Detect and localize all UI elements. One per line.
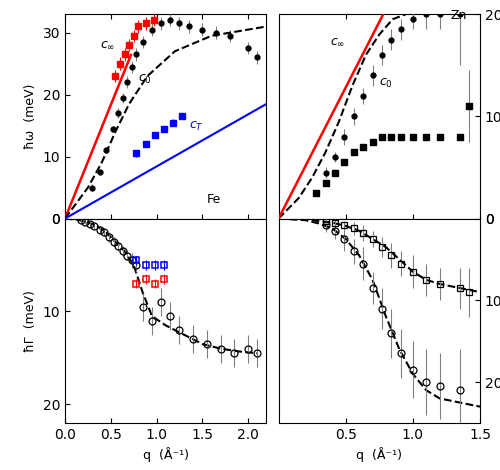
Text: $c_0$: $c_0$ bbox=[380, 77, 393, 90]
Y-axis label: ħΓ  (meV): ħΓ (meV) bbox=[24, 290, 37, 352]
X-axis label: q  (Å⁻¹): q (Å⁻¹) bbox=[356, 447, 403, 462]
Text: $c_0$: $c_0$ bbox=[138, 73, 152, 86]
Text: $c_\infty$: $c_\infty$ bbox=[100, 38, 115, 51]
Text: Zn: Zn bbox=[450, 9, 467, 22]
Text: $c_\infty$: $c_\infty$ bbox=[330, 35, 345, 48]
Y-axis label: ħω  (meV): ħω (meV) bbox=[24, 84, 37, 149]
Text: $c_T$: $c_T$ bbox=[188, 120, 204, 133]
X-axis label: q  (Å⁻¹): q (Å⁻¹) bbox=[142, 447, 188, 462]
Text: Fe: Fe bbox=[207, 193, 221, 206]
